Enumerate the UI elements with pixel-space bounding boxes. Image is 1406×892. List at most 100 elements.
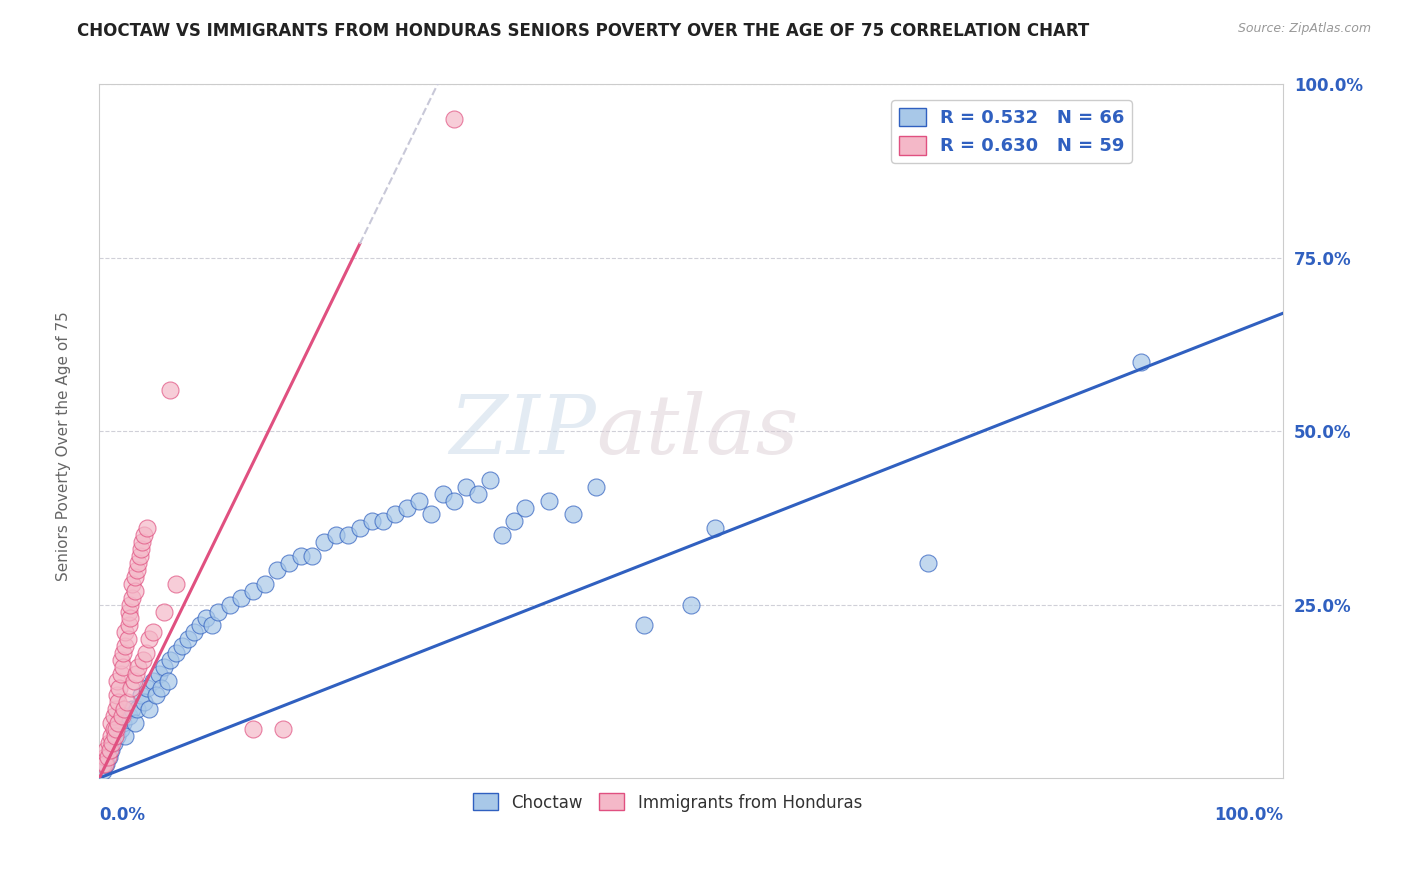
Point xyxy=(100,715,122,730)
Point xyxy=(177,632,200,647)
Point xyxy=(94,750,117,764)
Point xyxy=(502,515,524,529)
Point xyxy=(127,701,149,715)
Point xyxy=(159,653,181,667)
Point xyxy=(218,598,240,612)
Point xyxy=(135,521,157,535)
Point xyxy=(183,625,205,640)
Point xyxy=(384,508,406,522)
Point xyxy=(515,500,537,515)
Point xyxy=(917,556,939,570)
Point xyxy=(117,632,139,647)
Point xyxy=(165,646,187,660)
Point xyxy=(100,743,122,757)
Point xyxy=(207,605,229,619)
Point xyxy=(105,673,128,688)
Point xyxy=(277,556,299,570)
Point xyxy=(110,667,132,681)
Point xyxy=(124,583,146,598)
Point xyxy=(165,576,187,591)
Point xyxy=(124,715,146,730)
Point xyxy=(103,723,125,737)
Point xyxy=(97,750,120,764)
Point xyxy=(134,646,156,660)
Point xyxy=(633,618,655,632)
Text: CHOCTAW VS IMMIGRANTS FROM HONDURAS SENIORS POVERTY OVER THE AGE OF 75 CORRELATI: CHOCTAW VS IMMIGRANTS FROM HONDURAS SENI… xyxy=(77,22,1090,40)
Point xyxy=(110,653,132,667)
Point xyxy=(561,508,583,522)
Point xyxy=(114,639,136,653)
Point xyxy=(107,715,129,730)
Point xyxy=(156,673,179,688)
Point xyxy=(188,618,211,632)
Point xyxy=(120,598,142,612)
Point xyxy=(103,708,125,723)
Point xyxy=(118,605,141,619)
Point xyxy=(153,660,176,674)
Point xyxy=(681,598,703,612)
Point xyxy=(1129,355,1152,369)
Point xyxy=(125,667,148,681)
Point xyxy=(301,549,323,563)
Point xyxy=(122,673,145,688)
Point xyxy=(104,701,127,715)
Point xyxy=(491,528,513,542)
Text: ZIP: ZIP xyxy=(450,392,596,471)
Point xyxy=(91,757,114,772)
Point xyxy=(349,521,371,535)
Point xyxy=(134,528,156,542)
Point xyxy=(271,723,294,737)
Point xyxy=(98,743,121,757)
Text: 0.0%: 0.0% xyxy=(100,805,145,823)
Point xyxy=(132,653,155,667)
Point xyxy=(373,515,395,529)
Point xyxy=(112,701,135,715)
Point xyxy=(467,486,489,500)
Point xyxy=(419,508,441,522)
Point xyxy=(478,473,501,487)
Point xyxy=(124,570,146,584)
Point xyxy=(121,576,143,591)
Point xyxy=(115,695,138,709)
Point xyxy=(112,715,135,730)
Point xyxy=(153,605,176,619)
Point xyxy=(112,660,135,674)
Point xyxy=(127,563,149,577)
Point xyxy=(159,383,181,397)
Point xyxy=(134,695,156,709)
Text: Seniors Poverty Over the Age of 75: Seniors Poverty Over the Age of 75 xyxy=(56,311,70,581)
Point xyxy=(194,611,217,625)
Point xyxy=(112,646,135,660)
Legend: Choctaw, Immigrants from Honduras: Choctaw, Immigrants from Honduras xyxy=(467,787,869,818)
Point xyxy=(145,688,167,702)
Point xyxy=(396,500,419,515)
Point xyxy=(443,493,465,508)
Point xyxy=(336,528,359,542)
Point xyxy=(118,708,141,723)
Point xyxy=(97,736,120,750)
Point xyxy=(94,757,117,772)
Point xyxy=(138,701,160,715)
Point xyxy=(107,695,129,709)
Point xyxy=(101,736,124,750)
Point xyxy=(114,730,136,744)
Point xyxy=(131,535,153,549)
Point xyxy=(231,591,253,605)
Point xyxy=(142,625,165,640)
Point xyxy=(118,618,141,632)
Text: atlas: atlas xyxy=(596,392,799,471)
Point xyxy=(104,730,127,744)
Point xyxy=(585,480,607,494)
Point xyxy=(114,625,136,640)
Point xyxy=(138,632,160,647)
Point xyxy=(121,591,143,605)
Point xyxy=(443,112,465,127)
Point xyxy=(254,576,277,591)
Point xyxy=(129,542,152,557)
Point xyxy=(127,556,149,570)
Point xyxy=(149,681,172,695)
Point xyxy=(104,723,127,737)
Point xyxy=(105,688,128,702)
Point xyxy=(148,667,170,681)
Point xyxy=(120,681,142,695)
